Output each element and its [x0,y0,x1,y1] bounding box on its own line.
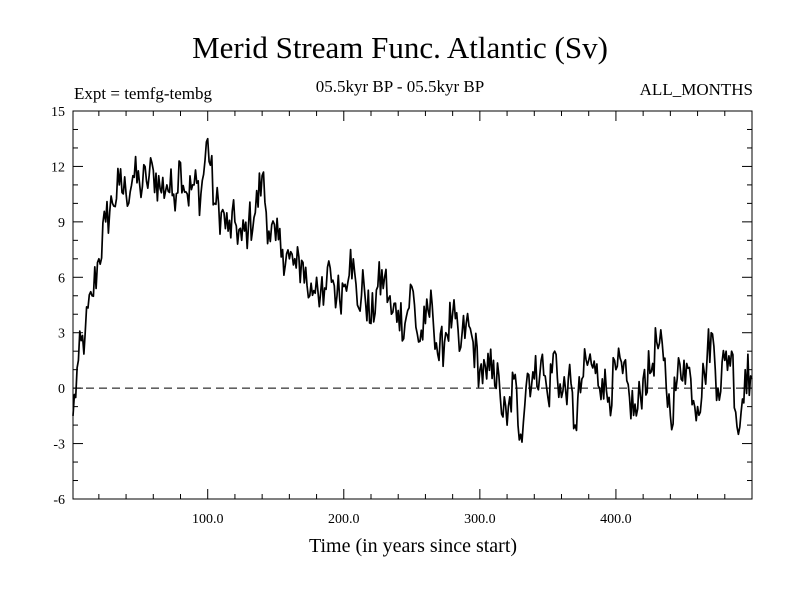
x-axis-label: Time (in years since start) [308,535,518,557]
plot-frame [72,110,753,500]
y-axis: 15 12 9 6 3 0 -3 -6 [51,105,752,508]
period-label: 05.5kyr BP - 05.5kyr BP [315,77,485,96]
y-tick-label: 3 [58,327,65,342]
series-line [72,137,753,443]
x-tick-label: 100.0 [192,512,224,527]
y-tick-label: -6 [53,493,65,508]
x-axis: 100.0 200.0 300.0 400.0 [98,111,726,527]
x-tick-label: 300.0 [464,512,496,527]
chart-title: Merid Stream Func. Atlantic (Sv) [192,30,608,65]
x-tick-label: 400.0 [600,512,632,527]
y-tick-label: 12 [51,160,65,175]
x-tick-label: 200.0 [328,512,360,527]
y-tick-label: 15 [51,105,65,120]
experiment-label: Expt = temfg-tembg [74,84,213,103]
y-tick-label: 9 [58,216,65,231]
y-tick-label: 6 [58,271,65,286]
y-tick-label: -3 [53,438,65,453]
y-tick-label: 0 [58,382,65,397]
months-label: ALL_MONTHS [639,80,753,99]
